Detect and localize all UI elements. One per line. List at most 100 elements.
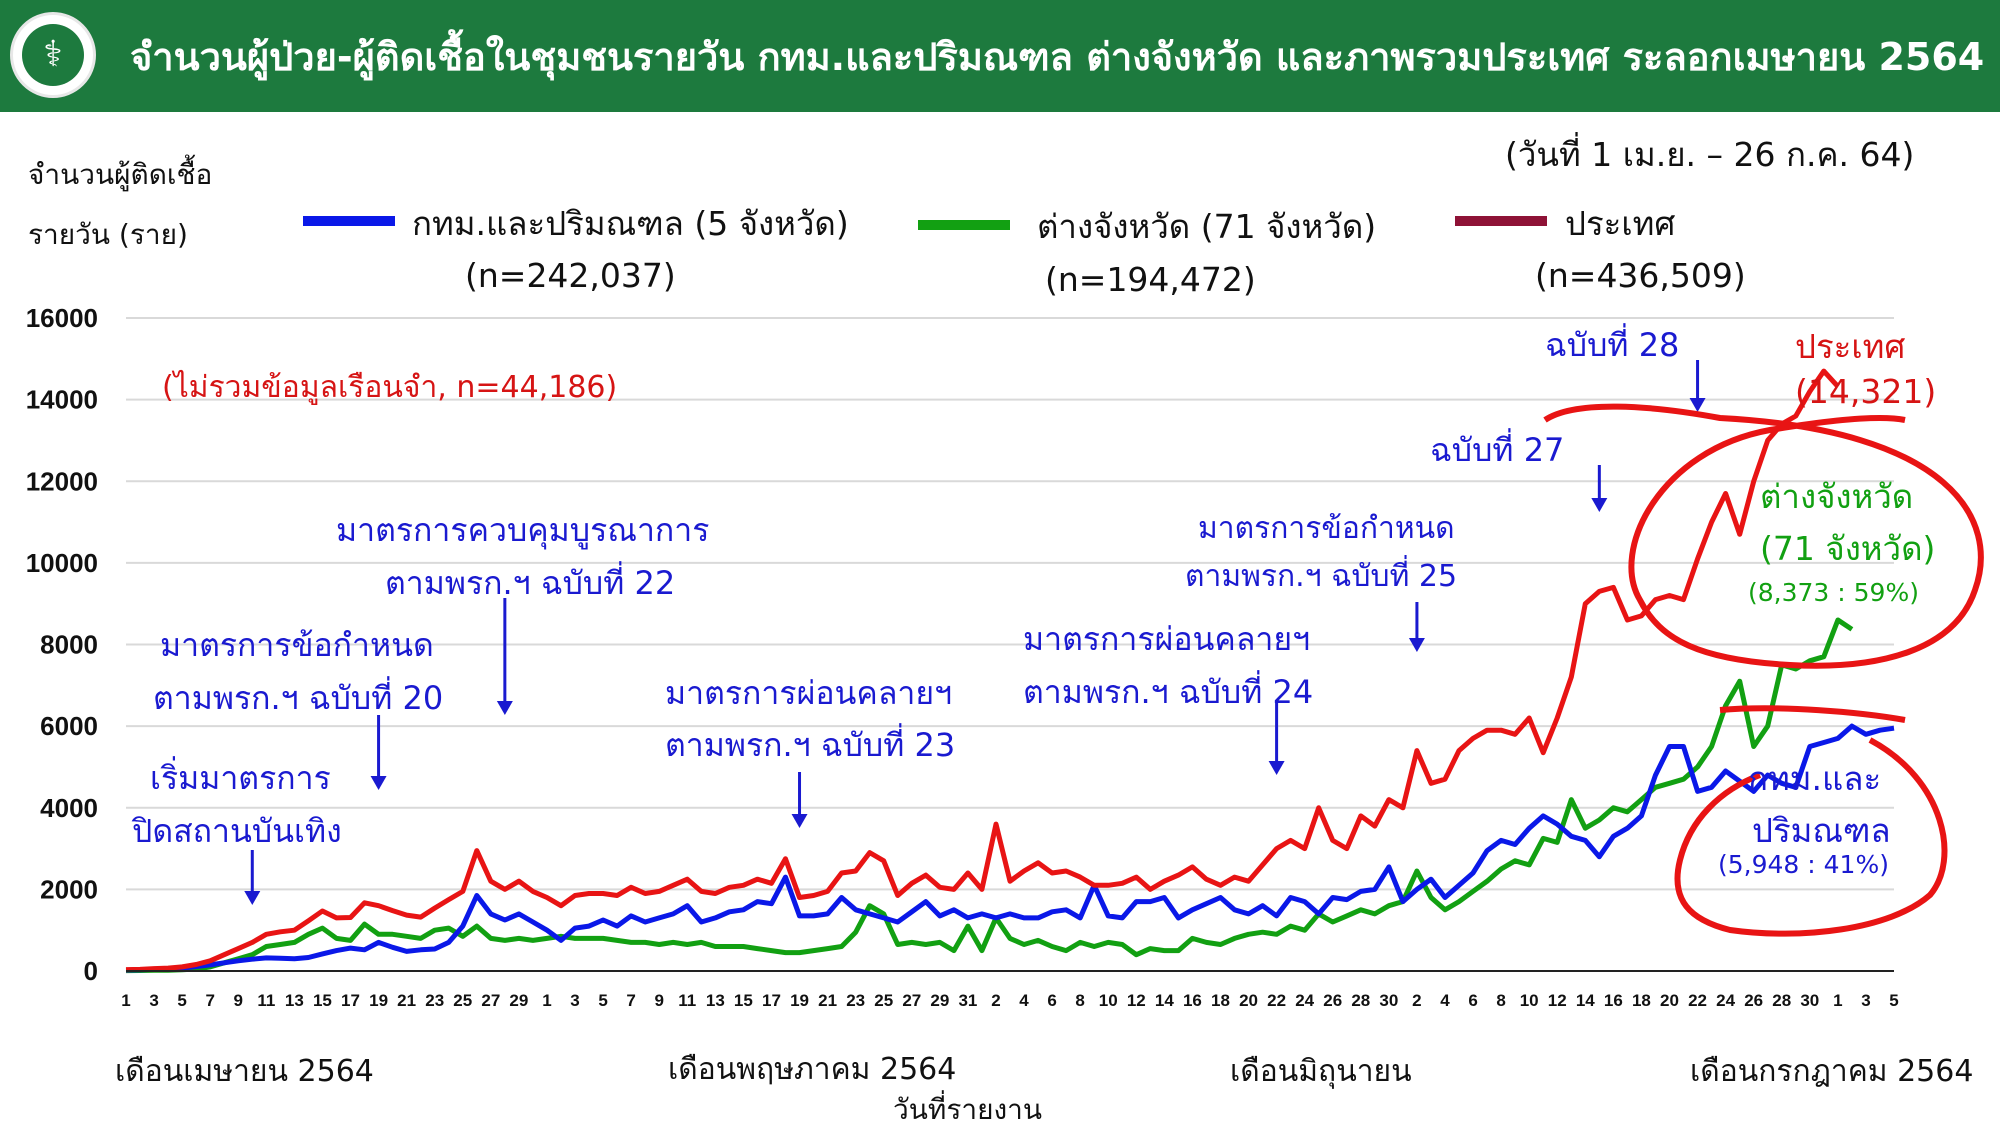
x-tick-label: 25 [874, 991, 893, 1010]
x-tick-label: 2 [991, 991, 1000, 1010]
arrow-down-icon [1268, 761, 1285, 775]
x-tick-label: 6 [1047, 991, 1056, 1010]
arrow-down-icon [370, 776, 387, 790]
x-tick-label: 9 [234, 991, 243, 1010]
y-axis-label-line2: รายวัน (ราย) [28, 218, 188, 251]
x-tick-label: 7 [205, 991, 214, 1010]
x-tick-label: 17 [762, 991, 781, 1010]
x-tick-label: 1 [542, 991, 551, 1010]
x-tick-label: 4 [1019, 991, 1029, 1010]
x-tick-label: 3 [1861, 991, 1870, 1010]
annotation-m22-line1: มาตรการควบคุมบูรณาการ [336, 511, 710, 549]
x-tick-label: 30 [1379, 991, 1398, 1010]
annotation-m23-line2: ตามพรก.ฯ ฉบับที่ 23 [665, 726, 956, 764]
x-tick-label: 11 [678, 991, 696, 1010]
x-tick-label: 4 [1440, 991, 1450, 1010]
annotation-m25-line2: ตามพรก.ฯ ฉบับที่ 25 [1185, 559, 1458, 594]
x-tick-label: 14 [1155, 991, 1174, 1010]
x-tick-label: 31 [958, 991, 977, 1010]
x-tick-label: 21 [397, 991, 416, 1010]
annotation-m25-line1: มาตรการข้อกำหนด [1198, 511, 1455, 546]
x-tick-label: 18 [1211, 991, 1230, 1010]
label-bkk-line1: กทม.และ [1748, 759, 1882, 798]
header-bar: ⚕ จำนวนผู้ป่วย-ผู้ติดเชื้อในชุมชนรายวัน … [0, 0, 2000, 112]
highlight-circle-bkk [1674, 705, 1948, 937]
arrow-down-icon [244, 891, 261, 905]
x-tick-label: 30 [1800, 991, 1819, 1010]
x-tick-label: 17 [341, 991, 360, 1010]
annotation-m24-line2: ตามพรก.ฯ ฉบับที่ 24 [1023, 673, 1314, 711]
x-tick-label: 19 [369, 991, 388, 1010]
y-axis-label-line1: จำนวนผู้ติดเชื้อ [28, 158, 213, 191]
x-tick-label: 3 [570, 991, 579, 1010]
x-tick-label: 15 [313, 991, 332, 1010]
x-tick-label: 5 [1889, 991, 1898, 1010]
label-country: ประเทศ [1795, 327, 1906, 366]
x-tick-label: 26 [1744, 991, 1763, 1010]
y-tick-label: 12000 [26, 466, 98, 496]
legend-n-country: (n=436,509) [1535, 256, 1746, 295]
x-tick-label: 24 [1716, 991, 1735, 1010]
annotation-m28: ฉบับที่ 28 [1545, 326, 1680, 364]
legend-label-prov: ต่างจังหวัด (71 จังหวัด) [1037, 207, 1377, 246]
x-tick-label: 22 [1267, 991, 1286, 1010]
legend-label-country: ประเทศ [1565, 204, 1676, 243]
page-title: จำนวนผู้ป่วย-ผู้ติดเชื้อในชุมชนรายวัน กท… [130, 35, 1985, 79]
month-label-may: เดือนพฤษภาคม 2564 [668, 1052, 957, 1087]
x-tick-label: 20 [1660, 991, 1679, 1010]
legend-n-bkk: (n=242,037) [465, 256, 676, 295]
label-bkk-line2: ปริมณฑล [1752, 811, 1891, 850]
x-tick-label: 8 [1075, 991, 1084, 1010]
y-tick-label: 2000 [40, 874, 98, 904]
x-tick-label: 22 [1688, 991, 1707, 1010]
x-tick-label: 13 [285, 991, 304, 1010]
x-tick-label: 16 [1183, 991, 1202, 1010]
x-tick-label: 7 [626, 991, 635, 1010]
legend-label-bkk: กทม.และปริมณฑล (5 จังหวัด) [412, 204, 849, 243]
y-tick-label: 0 [84, 956, 98, 986]
x-tick-label: 5 [177, 991, 186, 1010]
annotation-m22-line2: ตามพรก.ฯ ฉบับที่ 22 [385, 564, 676, 602]
x-axis-title: วันที่รายงาน [893, 1093, 1043, 1126]
x-tick-label: 20 [1239, 991, 1258, 1010]
annotation-arrows [244, 360, 1706, 905]
x-tick-label: 28 [1351, 991, 1370, 1010]
arrow-down-icon [496, 701, 513, 715]
x-tick-label: 27 [902, 991, 921, 1010]
label-prov-line1: ต่างจังหวัด [1760, 477, 1914, 516]
arrow-down-icon [1689, 398, 1706, 412]
y-tick-label: 10000 [26, 548, 98, 578]
x-axis-ticks: 1 3 5 7 9 11 13 15 17 19 21 23 25 27 29 1 3 5 7 9 11 13 15 17 19… [121, 991, 1898, 1010]
x-tick-label: 6 [1468, 991, 1477, 1010]
x-tick-label: 1 [121, 991, 130, 1010]
annotation-m27: ฉบับที่ 27 [1430, 431, 1565, 469]
y-axis-ticks: 0 2000 4000 6000 8000 10000 12000 14000 16000 [26, 303, 98, 986]
x-tick-label: 9 [654, 991, 663, 1010]
month-label-july: เดือนกรกฎาคม 2564 [1690, 1054, 1974, 1089]
x-tick-label: 28 [1772, 991, 1791, 1010]
caduceus-icon: ⚕ [22, 24, 84, 86]
series-line-bkk [125, 723, 1895, 973]
x-tick-label: 29 [930, 991, 949, 1010]
label-bkk-value: (5,948 : 41%) [1718, 850, 1889, 879]
legend-swatch-prov [918, 220, 1010, 230]
x-tick-label: 16 [1604, 991, 1623, 1010]
legend-n-prov: (n=194,472) [1045, 260, 1256, 299]
legend-swatch-country [1455, 216, 1547, 226]
x-tick-label: 10 [1520, 991, 1539, 1010]
x-tick-label: 14 [1576, 991, 1595, 1010]
x-tick-label: 15 [734, 991, 753, 1010]
legend-swatch-bkk [303, 216, 395, 226]
annotation-excluded-prison: (ไม่รวมข้อมูลเรือนจำ, n=44,186) [162, 370, 618, 405]
x-tick-label: 26 [1323, 991, 1342, 1010]
highlight-circles [1543, 403, 1984, 937]
x-tick-label: 18 [1632, 991, 1651, 1010]
annotation-m20-line1: มาตรการข้อกำหนด [160, 626, 434, 664]
y-tick-label: 16000 [26, 303, 98, 333]
x-tick-label: 2 [1412, 991, 1421, 1010]
x-tick-label: 21 [818, 991, 837, 1010]
x-tick-label: 23 [425, 991, 444, 1010]
x-tick-label: 23 [846, 991, 865, 1010]
series-line-country [125, 368, 1840, 973]
